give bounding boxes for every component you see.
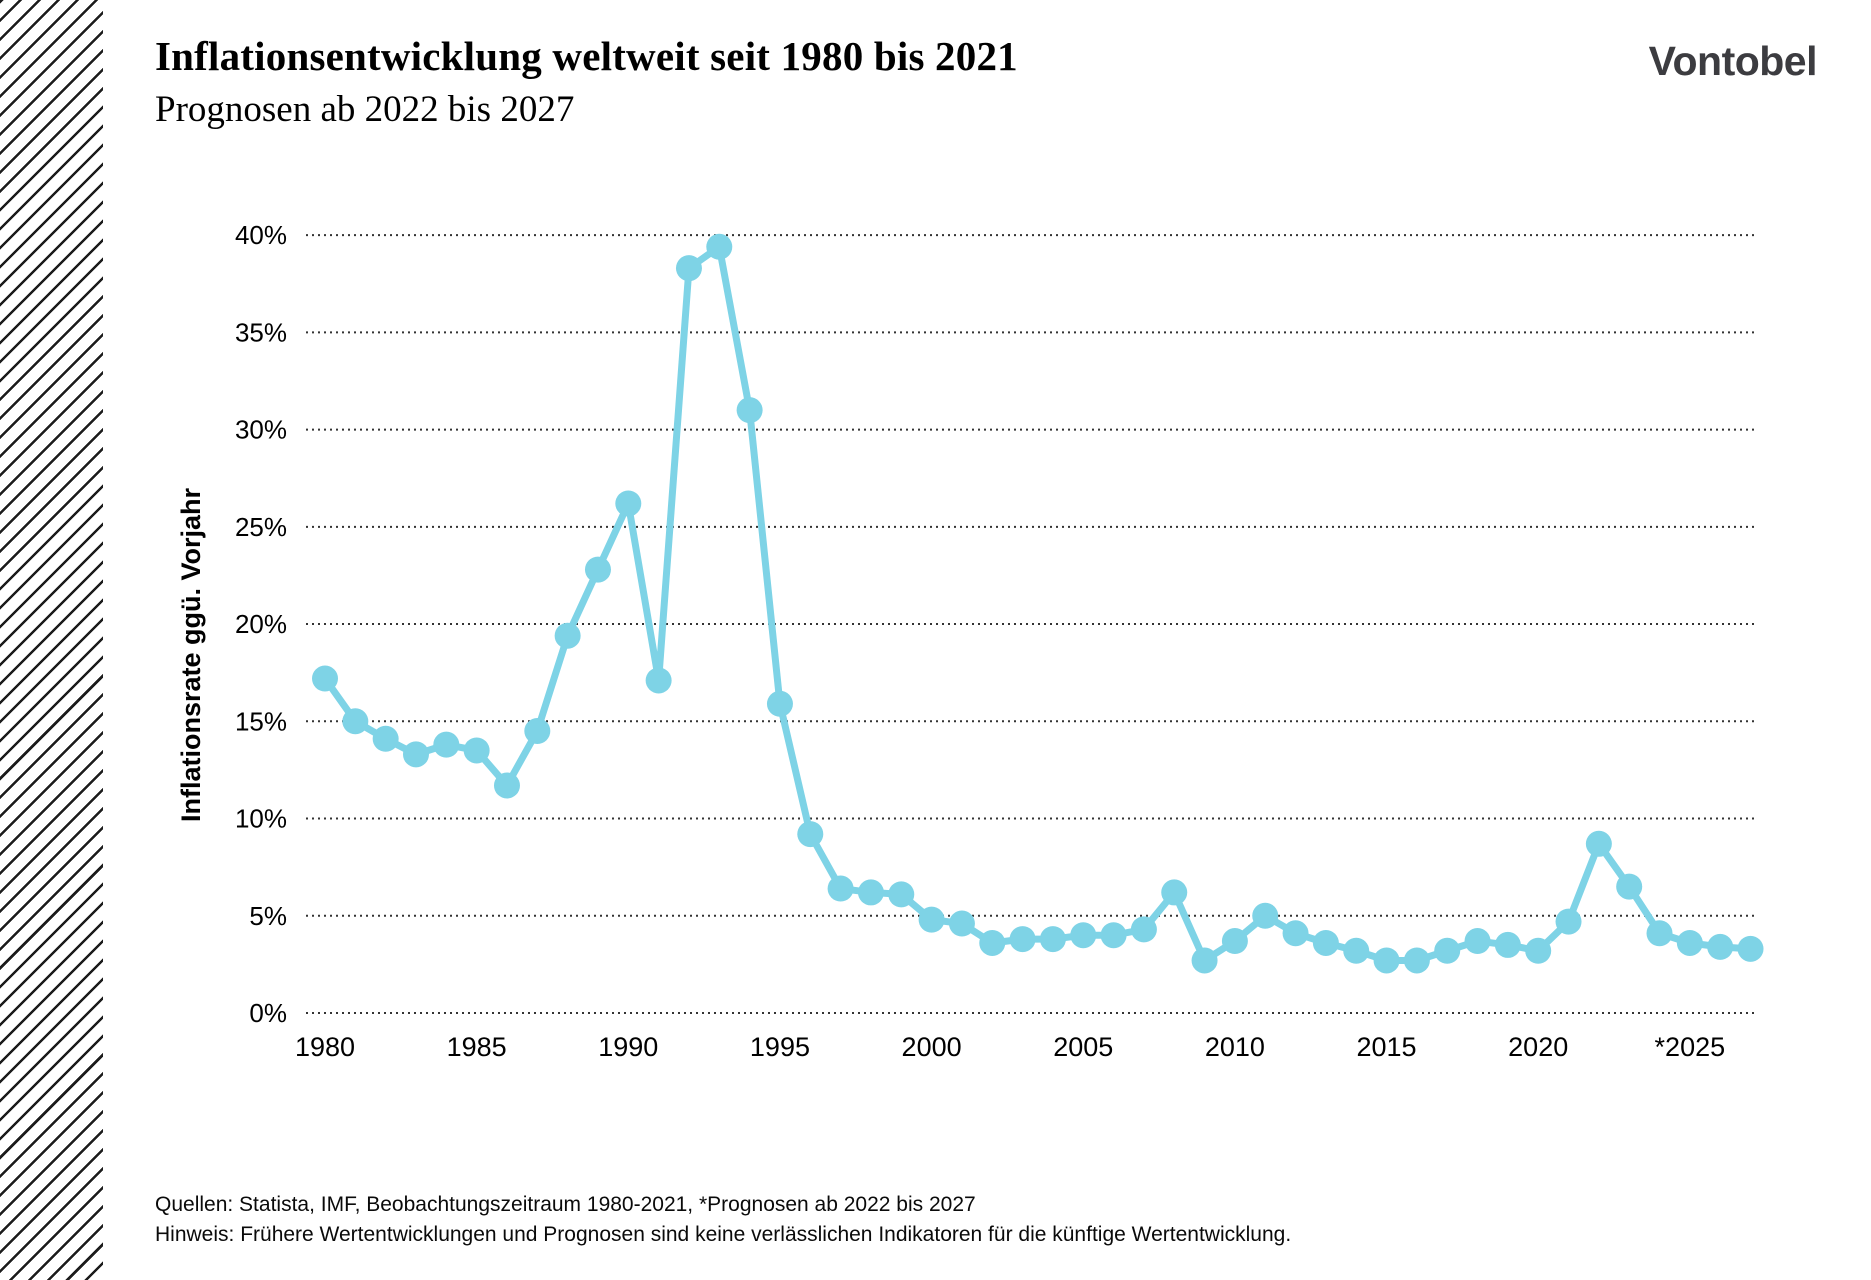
- y-tick-label: 15%: [235, 706, 287, 736]
- y-tick-label: 30%: [235, 415, 287, 445]
- data-point-1984: [433, 731, 460, 758]
- data-point-1983: [402, 741, 429, 768]
- y-tick-label: 25%: [235, 512, 287, 542]
- y-tick-label: 10%: [235, 804, 287, 834]
- x-tick-label: 1980: [295, 1032, 355, 1062]
- y-tick-label: 40%: [235, 220, 287, 250]
- data-point-1994: [736, 397, 763, 424]
- data-point-2001: [948, 910, 975, 937]
- data-point-2004: [1039, 926, 1066, 953]
- data-point-2026: [1707, 933, 1734, 960]
- data-point-2020: [1525, 937, 1552, 964]
- footer-disclaimer-line: Hinweis: Frühere Wertentwicklungen und P…: [155, 1223, 1292, 1246]
- decorative-hatch-stripe: [0, 0, 103, 1280]
- data-point-2018: [1464, 928, 1491, 955]
- data-point-1980: [312, 665, 338, 692]
- data-point-2016: [1403, 947, 1430, 974]
- page-title: Inflationsentwicklung weltweit seit 1980…: [155, 33, 1018, 79]
- data-point-2022: [1585, 830, 1612, 857]
- data-point-2009: [1191, 947, 1218, 974]
- data-point-1990: [615, 490, 642, 517]
- data-point-2024: [1646, 920, 1673, 947]
- footer: Quellen: Statista, IMF, Beobachtungszeit…: [155, 1190, 1291, 1250]
- data-point-1993: [706, 233, 733, 260]
- x-tick-label: 2000: [902, 1032, 962, 1062]
- data-point-2002: [979, 929, 1006, 956]
- data-point-2015: [1373, 947, 1400, 974]
- data-point-1989: [584, 556, 611, 583]
- data-point-2017: [1434, 937, 1461, 964]
- data-point-1982: [372, 725, 399, 752]
- data-point-2014: [1343, 937, 1370, 964]
- data-point-1997: [827, 875, 854, 902]
- data-point-2000: [918, 906, 945, 933]
- data-point-1991: [645, 667, 672, 694]
- vontobel-logo: Vontobel: [1648, 38, 1818, 84]
- data-point-2007: [1130, 916, 1157, 943]
- x-tick-label: 2005: [1053, 1032, 1113, 1062]
- data-point-2025: [1676, 929, 1703, 956]
- data-point-1999: [888, 881, 915, 908]
- data-point-2008: [1161, 879, 1188, 906]
- data-point-1981: [342, 708, 369, 735]
- page-subtitle: Prognosen ab 2022 bis 2027: [155, 89, 575, 130]
- data-point-2013: [1312, 929, 1339, 956]
- data-point-1988: [554, 622, 581, 649]
- data-point-1995: [766, 690, 793, 717]
- data-point-1986: [493, 772, 520, 799]
- x-tick-label: 2020: [1508, 1032, 1568, 1062]
- data-point-2006: [1100, 922, 1127, 949]
- data-point-2027: [1737, 935, 1764, 962]
- data-point-1996: [797, 821, 824, 848]
- data-point-2012: [1282, 920, 1309, 947]
- data-point-1992: [675, 255, 702, 282]
- x-tick-label: 1995: [750, 1032, 810, 1062]
- y-axis-title: Inflationsrate ggü. Vorjahr: [176, 487, 206, 822]
- data-point-2010: [1221, 928, 1248, 955]
- x-tick-label: 2015: [1357, 1032, 1417, 1062]
- data-point-1987: [524, 718, 551, 745]
- x-tick-label: *2025: [1655, 1032, 1726, 1062]
- inflation-line: [321, 243, 1755, 964]
- y-tick-label: 0%: [249, 998, 287, 1028]
- data-point-1998: [857, 879, 884, 906]
- y-tick-label: 5%: [249, 901, 287, 931]
- x-tick-label: 1985: [447, 1032, 507, 1062]
- data-point-2005: [1070, 922, 1097, 949]
- data-point-2021: [1555, 908, 1582, 935]
- x-tick-label: 2010: [1205, 1032, 1265, 1062]
- data-point-2019: [1494, 931, 1521, 958]
- data-point-2023: [1616, 873, 1643, 900]
- data-point-1985: [463, 737, 490, 764]
- data-point-2003: [1009, 926, 1036, 953]
- footer-sources-line: Quellen: Statista, IMF, Beobachtungszeit…: [155, 1193, 976, 1216]
- y-tick-label: 20%: [235, 609, 287, 639]
- data-point-2011: [1252, 902, 1279, 929]
- y-tick-label: 35%: [235, 317, 287, 347]
- x-tick-label: 1990: [598, 1032, 658, 1062]
